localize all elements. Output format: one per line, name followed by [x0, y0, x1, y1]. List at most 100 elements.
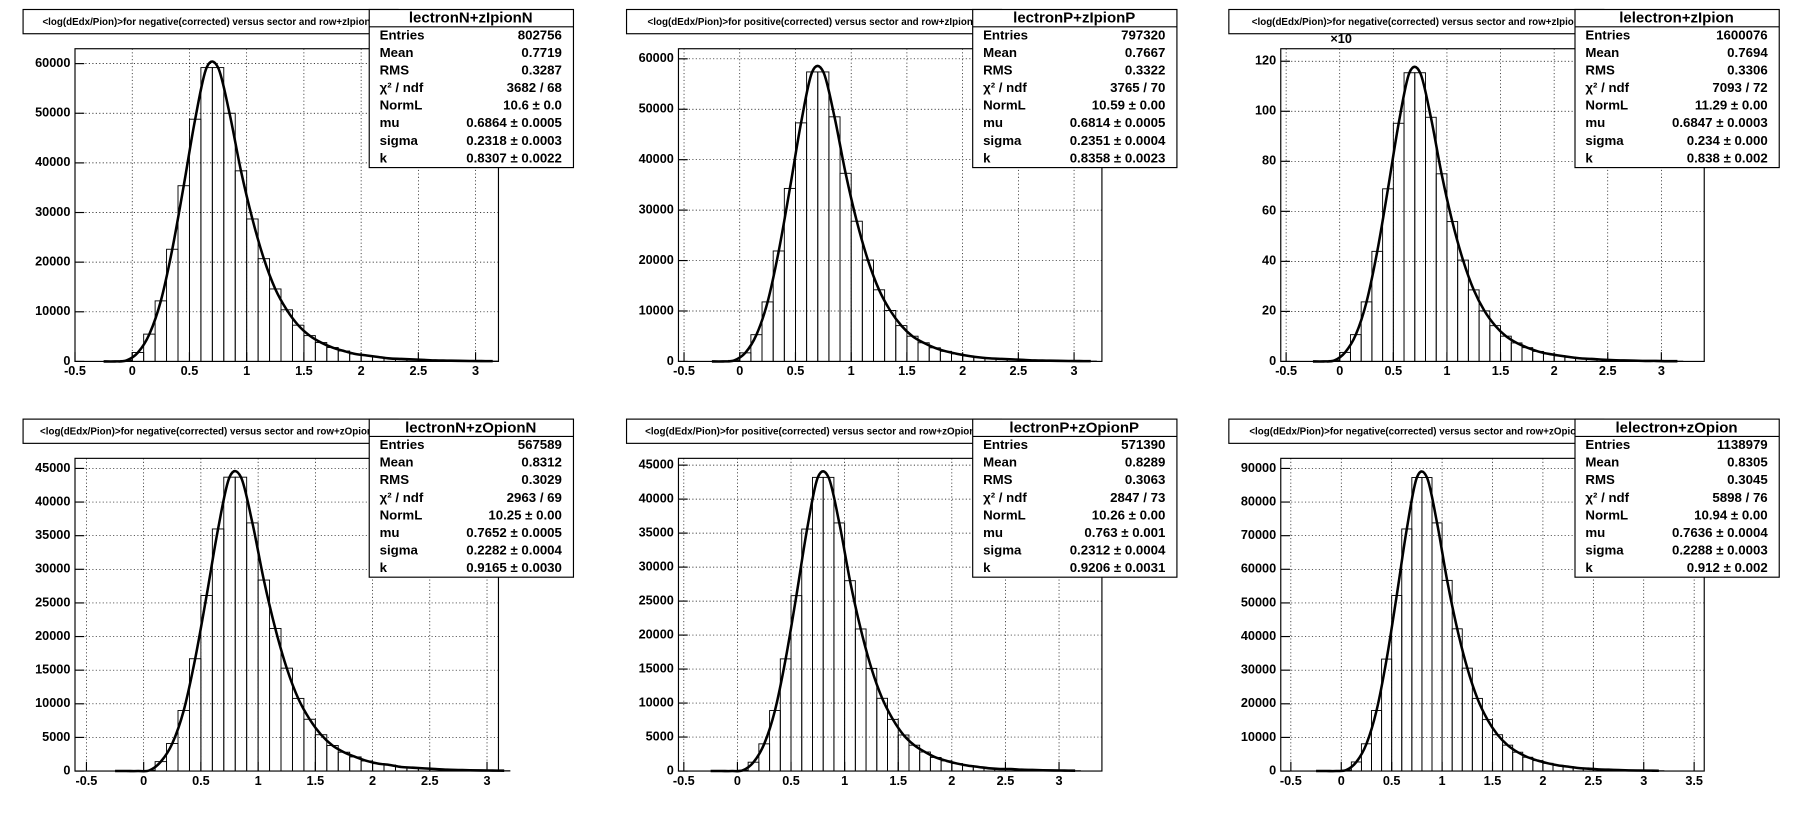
- y-tick-label: 20: [1262, 304, 1276, 318]
- stats-value: 10.26 ± 0.00: [1092, 507, 1166, 522]
- stats-label: k: [1585, 560, 1593, 575]
- stats-label: mu: [380, 525, 400, 540]
- x-tick-label: 3: [483, 774, 490, 788]
- x-tick-label: 3: [1056, 774, 1063, 788]
- stats-label: χ² / ndf: [1585, 490, 1629, 505]
- x-tick-label: 1.5: [889, 774, 907, 788]
- histogram-bin: [758, 743, 771, 772]
- y-tick-label: 10000: [35, 696, 70, 710]
- histogram-bin: [200, 67, 213, 362]
- y-tick-label: 20000: [639, 253, 674, 267]
- histogram-bin: [828, 116, 841, 362]
- stats-label: Mean: [983, 45, 1017, 60]
- stats-value: 0.3029: [521, 472, 562, 487]
- stats-value: 0.6864 ± 0.0005: [466, 115, 562, 130]
- title-box: [1228, 418, 1605, 444]
- stats-label: NormL: [983, 507, 1026, 522]
- stats-value: 0.7667: [1125, 45, 1166, 60]
- stats-value: 0.9206 ± 0.0031: [1070, 560, 1166, 575]
- histogram-bin: [1441, 579, 1453, 772]
- histogram-bin: [844, 580, 856, 772]
- histogram-bin: [795, 122, 808, 362]
- histogram-bin: [1349, 334, 1362, 362]
- x-tick-label: 3: [472, 364, 479, 378]
- stats-title: lectronP+zOpionP: [1009, 419, 1139, 436]
- stats-value: 2847 / 73: [1110, 490, 1165, 505]
- y-tick-label: 0: [667, 354, 674, 368]
- x-tick-label: -0.5: [673, 364, 695, 378]
- x-tick-label: 2.5: [1010, 364, 1028, 378]
- x-tick-label: 3: [1640, 774, 1647, 788]
- stats-value: 1138979: [1717, 437, 1768, 452]
- histogram-bin: [801, 528, 813, 772]
- stats-label: k: [983, 150, 991, 165]
- y-tick-label: 10000: [639, 303, 674, 317]
- stats-label: sigma: [983, 542, 1022, 557]
- x-tick-label: 0: [1336, 364, 1343, 378]
- stats-label: Mean: [380, 45, 414, 60]
- histogram-bin: [854, 628, 867, 772]
- y-tick-label: 10000: [35, 304, 70, 318]
- stats-box: [368, 418, 575, 578]
- stats-label: Mean: [380, 455, 414, 470]
- stats-value: 0.2282 ± 0.0004: [466, 542, 562, 557]
- histogram-bin: [269, 628, 282, 772]
- stats-value: 1600076: [1716, 28, 1768, 43]
- y-tick-label: 45000: [639, 458, 674, 472]
- stats-label: sigma: [380, 542, 419, 557]
- stats-label: NormL: [380, 98, 423, 113]
- title-box: [625, 418, 1003, 444]
- chart-title: <log(dEdx/Pion)>for negative(corrected) …: [1249, 426, 1582, 437]
- stats-label: χ² / ndf: [1585, 80, 1629, 95]
- stats-value: 0.2312 ± 0.0004: [1070, 542, 1166, 557]
- y-tick-label: 20000: [639, 627, 674, 641]
- stats-value: 0.763 ± 0.001: [1084, 525, 1165, 540]
- histogram-bin: [166, 743, 179, 772]
- stats-value: 7093 / 72: [1712, 80, 1767, 95]
- histogram-bin: [812, 476, 824, 772]
- y-tick-label: 50000: [35, 106, 70, 120]
- y-tick-label: 30000: [35, 562, 70, 576]
- y-tick-label: 40000: [35, 494, 70, 508]
- y-tick-label: 120: [1255, 54, 1276, 68]
- x-tick-label: 0: [129, 364, 136, 378]
- stats-value: 567589: [518, 437, 562, 452]
- stats-value: 5898 / 76: [1712, 490, 1767, 505]
- stats-value: 0.7636 ± 0.0004: [1672, 525, 1768, 540]
- stats-title: lectronP+zIpionP: [1013, 10, 1135, 27]
- histogram-bin: [861, 259, 874, 362]
- y-tick-label: 5000: [646, 729, 674, 743]
- x-tick-label: 2.5: [421, 774, 439, 788]
- title-box: [22, 8, 399, 35]
- fit-curve: [1316, 470, 1659, 773]
- x-tick-label: 0: [734, 774, 741, 788]
- stats-label: Entries: [380, 437, 425, 452]
- histogram-bin: [1403, 72, 1416, 362]
- stats-value: 0.3287: [521, 63, 562, 78]
- stats-label: k: [983, 560, 991, 575]
- y-tick-label: 0: [63, 354, 70, 368]
- stats-label: NormL: [380, 507, 423, 522]
- y-multiplier: ×10: [1330, 32, 1352, 46]
- stats-label: Mean: [983, 455, 1017, 470]
- histogram-bin: [769, 710, 781, 772]
- stats-box: [972, 418, 1178, 578]
- stats-value: 0.3045: [1727, 472, 1768, 487]
- y-tick-label: 80: [1262, 154, 1276, 168]
- histogram-bin: [1360, 743, 1372, 772]
- stats-value: 0.8312: [521, 455, 562, 470]
- stats-value: 0.8305: [1727, 455, 1768, 470]
- histogram-bin: [1431, 522, 1443, 772]
- x-tick-label: 0.5: [1383, 774, 1401, 788]
- histogram-bin: [291, 697, 305, 772]
- x-tick-label: 1.5: [1492, 364, 1510, 378]
- x-tick-label: 2: [959, 364, 966, 378]
- stats-label: Entries: [380, 28, 425, 43]
- stats-label: NormL: [1585, 507, 1628, 522]
- y-tick-label: 40000: [639, 491, 674, 505]
- x-tick-label: 1: [1439, 774, 1446, 788]
- stats-value: 10.59 ± 0.00: [1092, 98, 1166, 113]
- y-tick-label: 50000: [1241, 595, 1276, 609]
- stats-value: 0.912 ± 0.002: [1687, 560, 1768, 575]
